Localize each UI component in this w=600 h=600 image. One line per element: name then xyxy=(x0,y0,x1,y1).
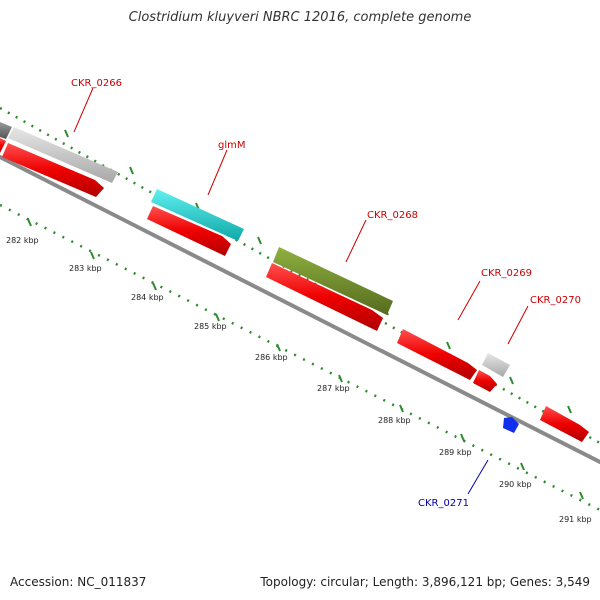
leader-line xyxy=(73,87,94,133)
gene-label-ckr-0270[interactable]: CKR_0270 xyxy=(530,295,581,306)
trna-feature[interactable] xyxy=(503,417,519,433)
kbp-label: 287 kbp xyxy=(317,384,350,393)
gene-label-ckr-0268[interactable]: CKR_0268 xyxy=(367,210,418,221)
kbp-label: 286 kbp xyxy=(255,353,288,362)
inner-tick-ring xyxy=(0,203,600,512)
leader-line xyxy=(507,305,529,345)
kbp-label: 283 kbp xyxy=(69,264,102,273)
gene-label-glmm[interactable]: glmM xyxy=(218,140,246,151)
outer-tick-ring xyxy=(0,106,600,445)
feature-bar-grey-small[interactable] xyxy=(482,353,510,377)
cds-arrow[interactable] xyxy=(473,370,497,392)
gene-label-ckr-0269[interactable]: CKR_0269 xyxy=(481,268,532,279)
kbp-label: 290 kbp xyxy=(499,480,532,489)
accession-text: Accession: NC_011837 xyxy=(10,575,147,589)
leader-line xyxy=(207,149,228,196)
kbp-label: 288 kbp xyxy=(378,416,411,425)
kbp-label: 284 kbp xyxy=(131,293,164,302)
map-title: Clostridium kluyveri NBRC 12016, complet… xyxy=(128,10,472,25)
kbp-label: 282 kbp xyxy=(6,236,39,245)
inner-major-ticks xyxy=(27,218,584,500)
leader-line xyxy=(467,459,489,495)
cds-arrow[interactable] xyxy=(397,329,477,380)
feature-bar-olive[interactable] xyxy=(273,247,393,315)
cds-arrow[interactable] xyxy=(540,406,589,442)
kbp-label: 285 kbp xyxy=(194,322,227,331)
kbp-label: 289 kbp xyxy=(439,448,472,457)
cds-arrow[interactable] xyxy=(147,206,231,256)
cds-arrow[interactable] xyxy=(0,138,6,153)
feature-bar-dark-grey[interactable] xyxy=(0,122,12,139)
cds-arrow[interactable] xyxy=(2,143,104,197)
genome-backbone xyxy=(0,155,600,464)
feature-bar-cyan[interactable] xyxy=(151,189,244,241)
gene-label-ckr-0266[interactable]: CKR_0266 xyxy=(71,78,122,89)
genome-summary-text: Topology: circular; Length: 3,896,121 bp… xyxy=(260,575,590,589)
gene-label-ckr-0271[interactable]: CKR_0271 xyxy=(418,498,469,509)
leader-line xyxy=(457,280,481,321)
cds-arrow[interactable] xyxy=(266,263,383,331)
feature-bar-grey[interactable] xyxy=(8,127,118,183)
leader-line xyxy=(345,219,367,263)
kbp-label: 291 kbp xyxy=(559,515,592,524)
